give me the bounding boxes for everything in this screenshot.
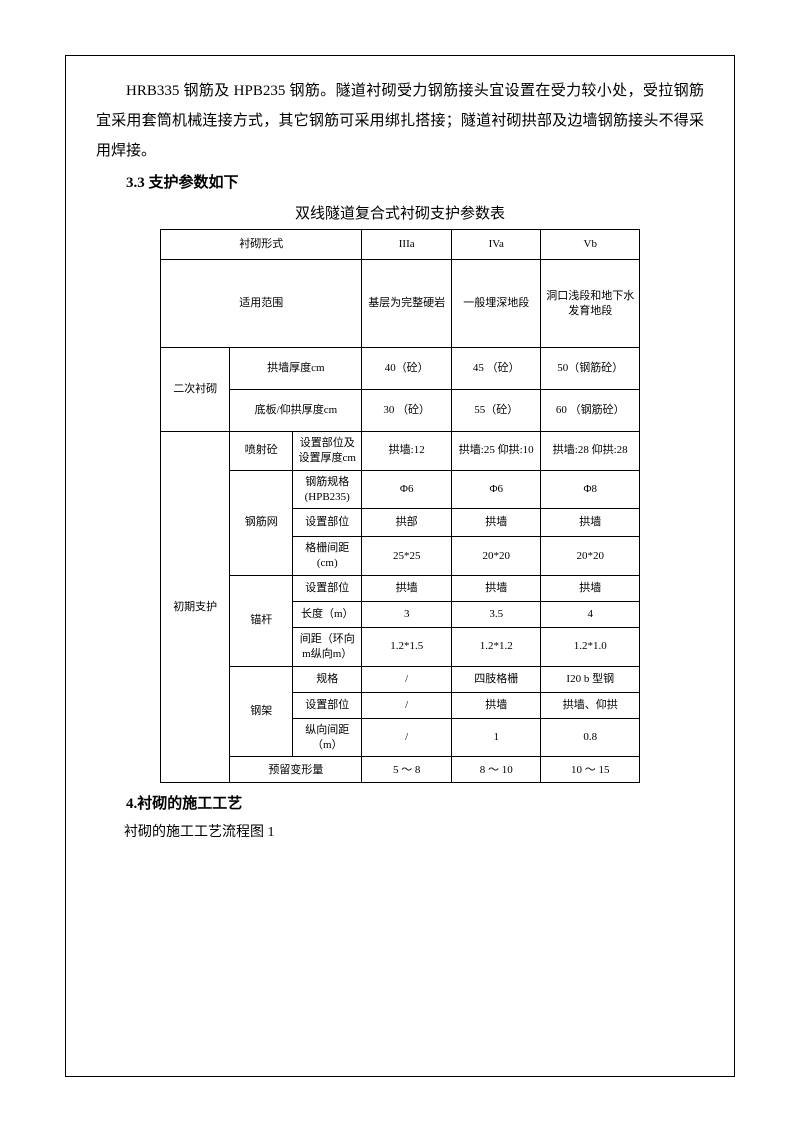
- row-mesh-label: 钢筋网: [230, 470, 293, 575]
- cell-mesh-grid-IVa: 20*20: [451, 537, 541, 576]
- cell-archwall-IVa: 45 （砼）: [451, 348, 541, 390]
- cell-applicable-Vb: 洞口浅段和地下水发育地段: [541, 260, 640, 348]
- cell-frame-spec-Vb: I20 b 型钢: [541, 666, 640, 692]
- row-applicable-label: 适用范围: [161, 260, 362, 348]
- cell-anchor-len-IVa: 3.5: [451, 602, 541, 628]
- cell-frame-spacing-Vb: 0.8: [541, 718, 640, 757]
- cell-shotcrete-IVa: 拱墙:25 仰拱:10: [451, 432, 541, 471]
- cell-shotcrete-IIIa: 拱墙:12: [362, 432, 452, 471]
- cell-reserve-IIIa: 5 ～ 8: [362, 757, 452, 783]
- row-frame-label: 钢架: [230, 666, 293, 757]
- cell-mesh-grid-IIIa: 25*25: [362, 537, 452, 576]
- row-frame-spacing: 纵向间距（m）: [293, 718, 362, 757]
- row-mesh-grid: 格栅间距(cm): [293, 537, 362, 576]
- cell-anchor-pos-IIIa: 拱墙: [362, 576, 452, 602]
- cell-mesh-pos-IIIa: 拱部: [362, 509, 452, 537]
- cell-mesh-spec-IIIa: Φ6: [362, 470, 452, 509]
- row-initial-label: 初期支护: [161, 432, 230, 783]
- cell-anchor-pos-IVa: 拱墙: [451, 576, 541, 602]
- cell-reserve-IVa: 8 ～ 10: [451, 757, 541, 783]
- row-shotcrete-label: 喷射砼: [230, 432, 293, 471]
- cell-anchor-pos-Vb: 拱墙: [541, 576, 640, 602]
- cell-frame-spec-IIIa: /: [362, 666, 452, 692]
- row-reserve-label: 预留变形量: [230, 757, 362, 783]
- cell-floor-Vb: 60 （钢筋砼）: [541, 390, 640, 432]
- cell-floor-IVa: 55（砼）: [451, 390, 541, 432]
- cell-mesh-pos-IVa: 拱墙: [451, 509, 541, 537]
- row-archwall-label: 拱墙厚度cm: [230, 348, 362, 390]
- cell-anchor-len-Vb: 4: [541, 602, 640, 628]
- cell-shotcrete-Vb: 拱墙:28 仰拱:28: [541, 432, 640, 471]
- table-title: 双线隧道复合式衬砌支护参数表: [96, 202, 704, 223]
- th-IVa: IVa: [451, 230, 541, 260]
- support-params-table: 衬砌形式 IIIa IVa Vb 适用范围 基层为完整硬岩 一般埋深地段 洞口浅…: [160, 229, 640, 783]
- cell-floor-IIIa: 30 （砼）: [362, 390, 452, 432]
- row-anchor-label: 锚杆: [230, 576, 293, 667]
- heading-3-3: 3.3 支护参数如下: [96, 168, 704, 198]
- cell-frame-pos-IVa: 拱墙: [451, 692, 541, 718]
- cell-anchor-spacing-Vb: 1.2*1.0: [541, 628, 640, 667]
- row-anchor-len: 长度（m）: [293, 602, 362, 628]
- cell-anchor-len-IIIa: 3: [362, 602, 452, 628]
- cell-frame-spec-IVa: 四肢格栅: [451, 666, 541, 692]
- cell-archwall-Vb: 50（钢筋砼）: [541, 348, 640, 390]
- row-shotcrete-posthick: 设置部位及设置厚度cm: [293, 432, 362, 471]
- cell-mesh-grid-Vb: 20*20: [541, 537, 640, 576]
- row-frame-pos: 设置部位: [293, 692, 362, 718]
- heading-4: 4.衬砌的施工工艺: [96, 789, 704, 819]
- row-anchor-spacing: 间距（环向m纵向m）: [293, 628, 362, 667]
- cell-mesh-spec-IVa: Φ6: [451, 470, 541, 509]
- intro-paragraph: HRB335 钢筋及 HPB235 钢筋。隧道衬砌受力钢筋接头宜设置在受力较小处…: [96, 76, 704, 166]
- cell-mesh-spec-Vb: Φ8: [541, 470, 640, 509]
- cell-reserve-Vb: 10 ～ 15: [541, 757, 640, 783]
- th-form: 衬砌形式: [161, 230, 362, 260]
- cell-applicable-IIIa: 基层为完整硬岩: [362, 260, 452, 348]
- row-secondary-label: 二次衬砌: [161, 348, 230, 432]
- cell-applicable-IVa: 一般埋深地段: [451, 260, 541, 348]
- row-mesh-spec: 钢筋规格(HPB235): [293, 470, 362, 509]
- th-IIIa: IIIa: [362, 230, 452, 260]
- subtext-4: 衬砌的施工工艺流程图 1: [96, 819, 704, 847]
- row-anchor-pos: 设置部位: [293, 576, 362, 602]
- row-mesh-pos: 设置部位: [293, 509, 362, 537]
- page-frame: HRB335 钢筋及 HPB235 钢筋。隧道衬砌受力钢筋接头宜设置在受力较小处…: [65, 55, 735, 1077]
- cell-frame-spacing-IIIa: /: [362, 718, 452, 757]
- cell-frame-spacing-IVa: 1: [451, 718, 541, 757]
- cell-frame-pos-IIIa: /: [362, 692, 452, 718]
- cell-anchor-spacing-IIIa: 1.2*1.5: [362, 628, 452, 667]
- row-floor-label: 底板/仰拱厚度cm: [230, 390, 362, 432]
- row-frame-spec: 规格: [293, 666, 362, 692]
- cell-archwall-IIIa: 40（砼）: [362, 348, 452, 390]
- th-Vb: Vb: [541, 230, 640, 260]
- cell-anchor-spacing-IVa: 1.2*1.2: [451, 628, 541, 667]
- cell-mesh-pos-Vb: 拱墙: [541, 509, 640, 537]
- cell-frame-pos-Vb: 拱墙、仰拱: [541, 692, 640, 718]
